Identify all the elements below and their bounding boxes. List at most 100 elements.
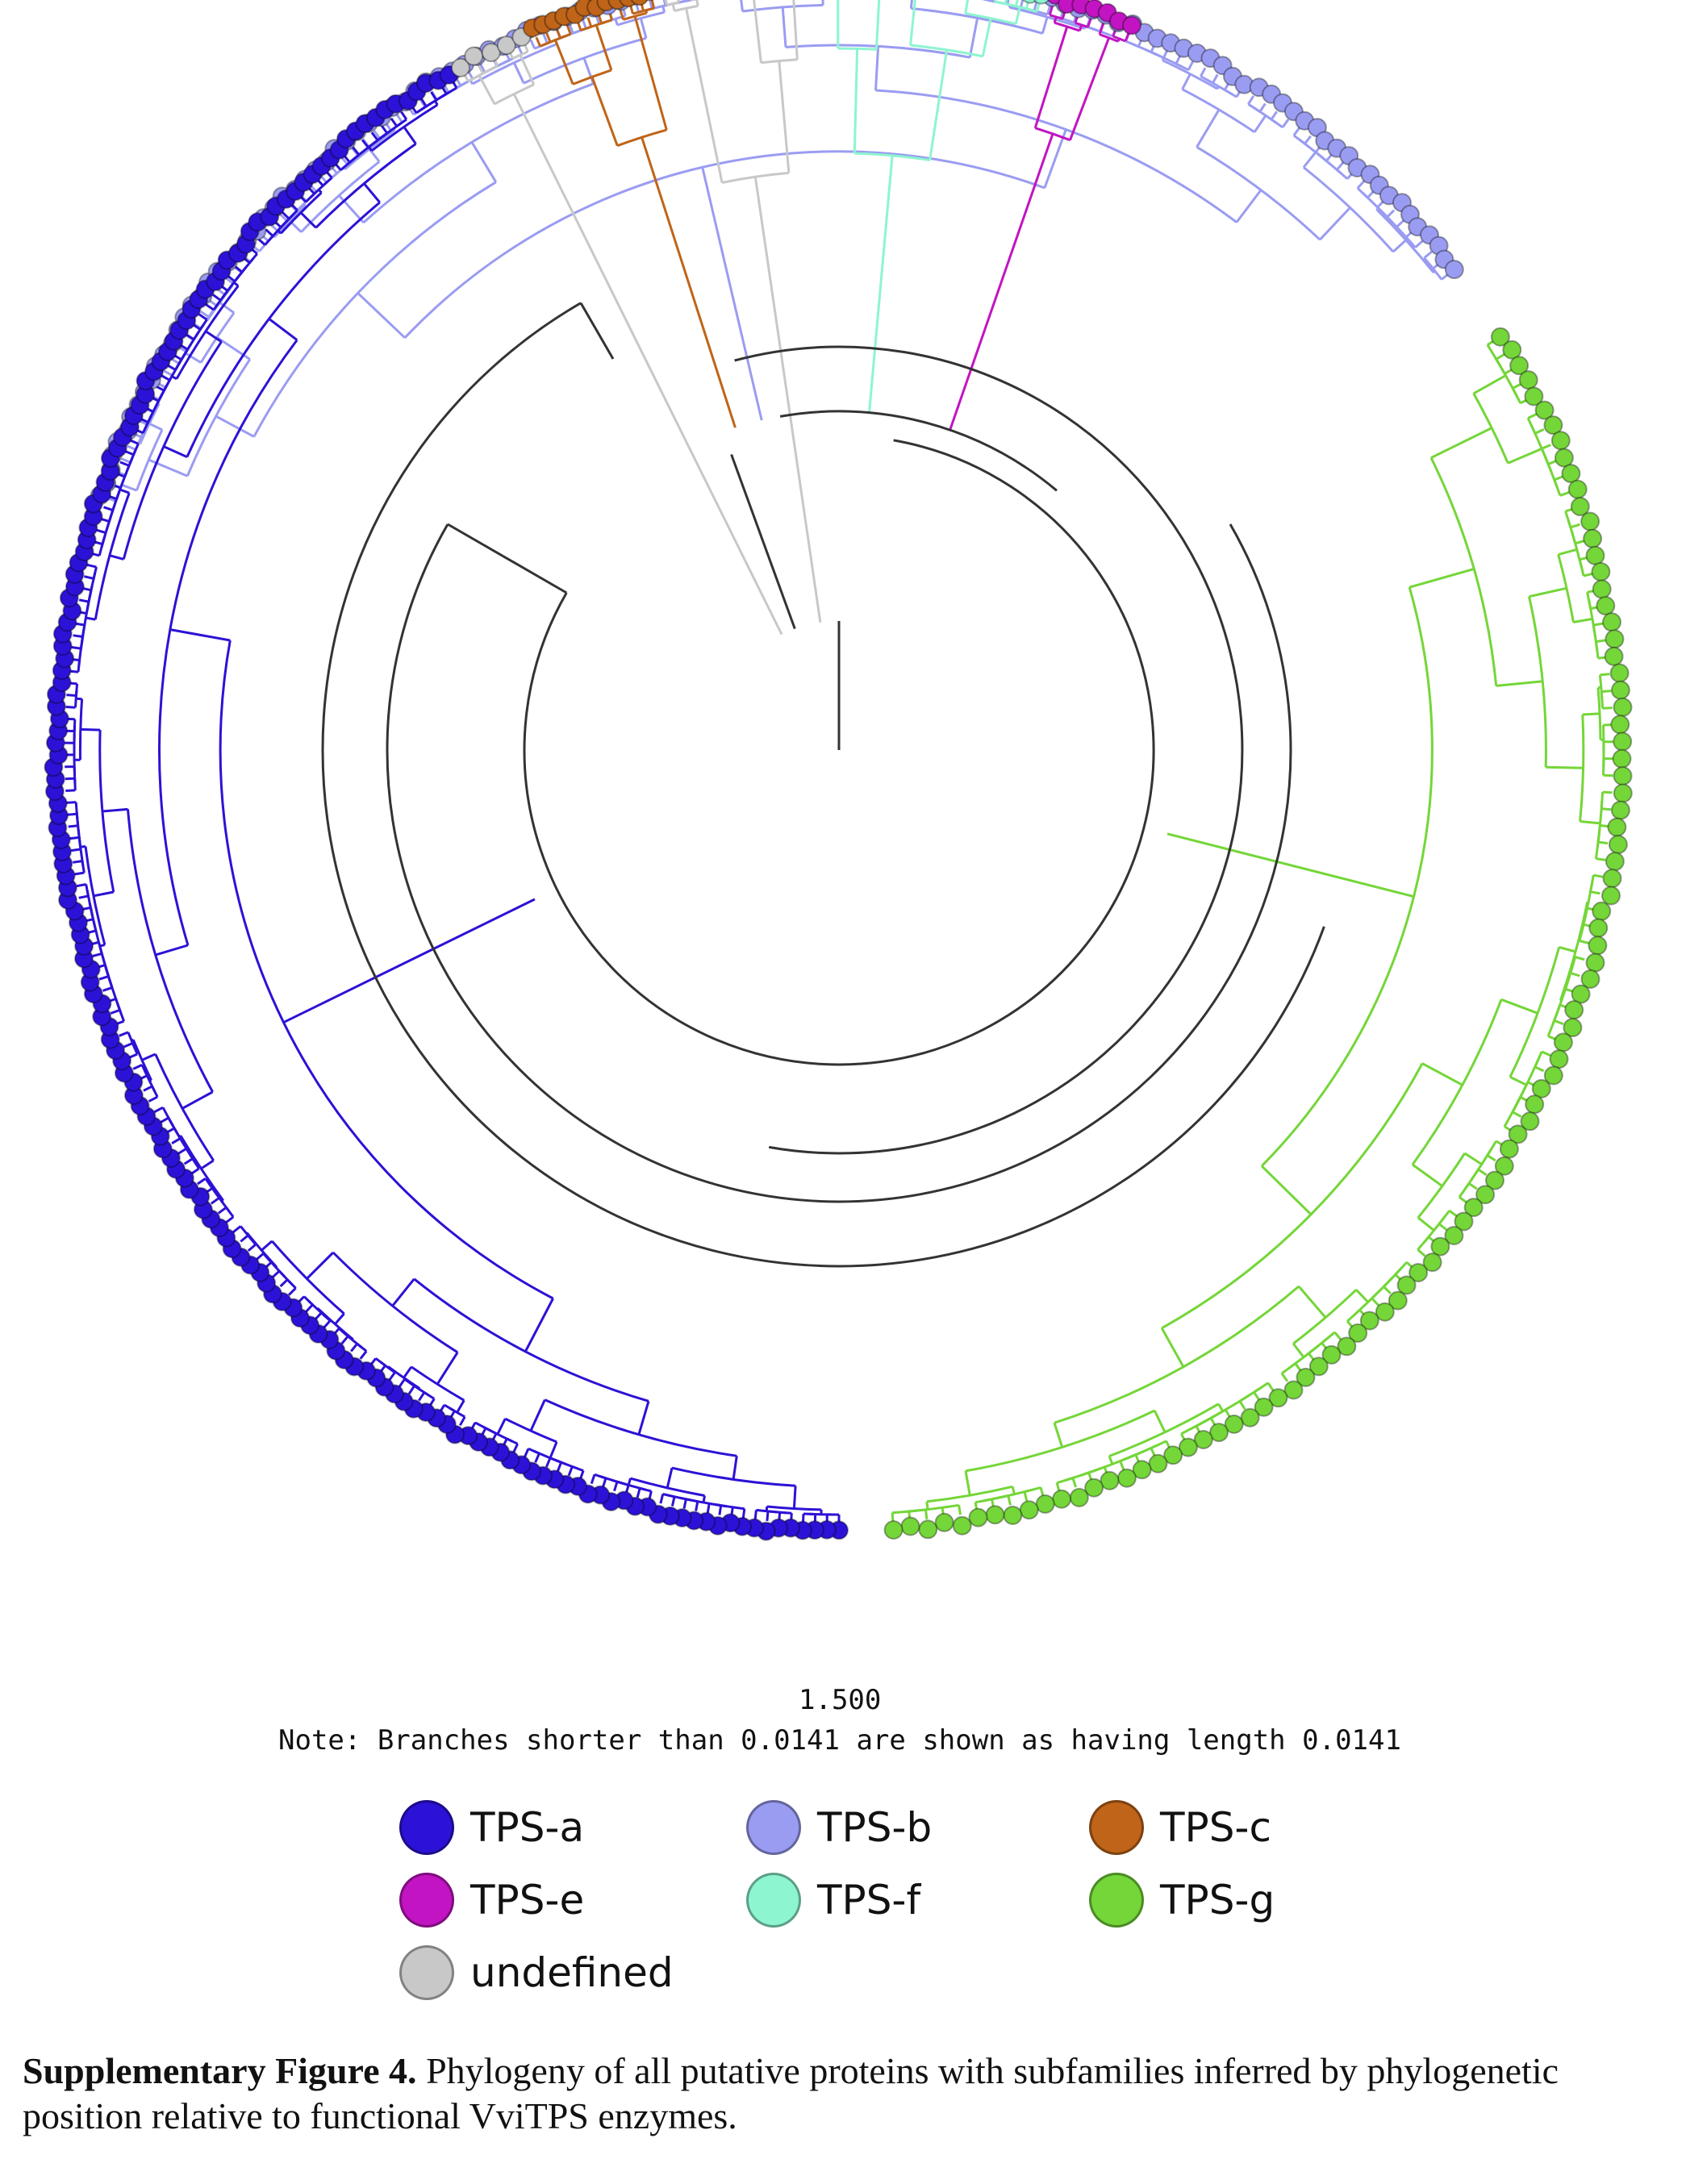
branch — [1593, 622, 1604, 627]
branch — [84, 575, 94, 580]
branch — [271, 1269, 281, 1279]
branch — [216, 336, 251, 361]
tip-marker — [1613, 697, 1633, 717]
branch — [74, 690, 78, 708]
tip-marker — [1052, 1489, 1071, 1509]
branch — [96, 528, 106, 535]
branch — [390, 117, 399, 127]
branch — [1292, 127, 1301, 136]
tip-marker — [1444, 1226, 1464, 1245]
branch — [586, 17, 593, 27]
branch — [853, 48, 859, 154]
branch — [74, 622, 86, 627]
branch — [1414, 240, 1424, 248]
legend-swatch-tps-c — [1089, 1800, 1144, 1855]
branch — [545, 32, 552, 43]
branch — [1006, 0, 1010, 5]
branch — [275, 1266, 278, 1269]
branch — [732, 1455, 738, 1480]
tip-marker — [1422, 1252, 1442, 1273]
branch — [627, 1478, 632, 1486]
caption-title: Supplementary Figure 4. — [23, 2050, 417, 2091]
branch — [1253, 106, 1278, 125]
branch — [121, 483, 137, 492]
branch — [545, 1457, 552, 1468]
tip-marker — [1554, 448, 1574, 468]
tip-marker — [1283, 1380, 1304, 1400]
branch — [477, 64, 484, 74]
branch — [1411, 998, 1503, 1165]
tip-marker — [1254, 1397, 1274, 1417]
branch — [1590, 890, 1600, 895]
branch — [891, 1512, 895, 1523]
branch — [1352, 1287, 1383, 1317]
branch — [119, 1031, 129, 1037]
branch — [1559, 490, 1570, 497]
branch — [1014, 0, 1019, 7]
branch — [77, 827, 85, 868]
tip-marker — [1100, 1470, 1120, 1490]
tip-marker — [1550, 431, 1571, 451]
tip-marker — [1033, 0, 1050, 5]
branch — [925, 1501, 929, 1510]
branch — [1206, 78, 1232, 95]
branch — [1014, 6, 1021, 24]
branch — [119, 488, 130, 494]
branch — [403, 150, 1045, 339]
legend-label: TPS-c — [1160, 1804, 1271, 1851]
branch — [305, 1303, 314, 1313]
branch — [1161, 1062, 1424, 1330]
legend-item-undefined: undefined — [399, 1945, 674, 2000]
branch — [247, 1243, 257, 1252]
tip-marker — [1388, 1290, 1408, 1311]
branch — [1280, 1373, 1289, 1382]
branch — [232, 1225, 242, 1234]
tip-marker — [1524, 386, 1544, 406]
legend-label: TPS-f — [817, 1877, 921, 1924]
branch — [702, 1495, 706, 1503]
branch — [368, 148, 381, 163]
branch — [1534, 1065, 1545, 1073]
tip-marker — [1359, 1311, 1379, 1331]
branch — [981, 18, 992, 57]
branch — [1053, 16, 1058, 23]
tip-marker — [1430, 1236, 1450, 1257]
branch — [73, 634, 83, 638]
branch — [1602, 706, 1613, 710]
tip-marker — [1240, 1407, 1260, 1428]
branch — [1433, 270, 1437, 274]
tip-marker — [1444, 260, 1464, 280]
branch — [86, 616, 96, 621]
branch — [670, 1496, 676, 1507]
branch — [809, 1512, 833, 1516]
tip-marker — [1592, 579, 1612, 599]
branch — [1333, 1331, 1342, 1340]
branch — [1512, 1058, 1540, 1111]
branch — [1529, 586, 1567, 598]
tip-marker — [1585, 545, 1605, 565]
branch — [1294, 1362, 1303, 1373]
branch — [535, 36, 541, 47]
branch — [78, 894, 89, 899]
tip-marker — [496, 35, 516, 56]
tip-marker — [1570, 497, 1590, 517]
branch — [662, 0, 667, 6]
branch — [403, 126, 417, 145]
branch — [98, 975, 109, 981]
branch — [529, 39, 536, 49]
tip-marker — [1613, 731, 1633, 752]
tip-marker — [1567, 479, 1588, 499]
tip-marker — [1534, 400, 1555, 420]
branch — [1261, 1165, 1312, 1215]
tip-marker — [1605, 629, 1625, 649]
branch — [1160, 1327, 1185, 1368]
branch — [71, 646, 81, 650]
branch — [590, 1473, 596, 1485]
branch — [332, 1251, 459, 1354]
tip-marker — [1463, 1198, 1484, 1218]
branch — [470, 141, 498, 183]
branch — [516, 44, 524, 55]
branch — [1541, 1050, 1551, 1057]
branch — [148, 1095, 158, 1102]
branch — [1124, 31, 1130, 42]
